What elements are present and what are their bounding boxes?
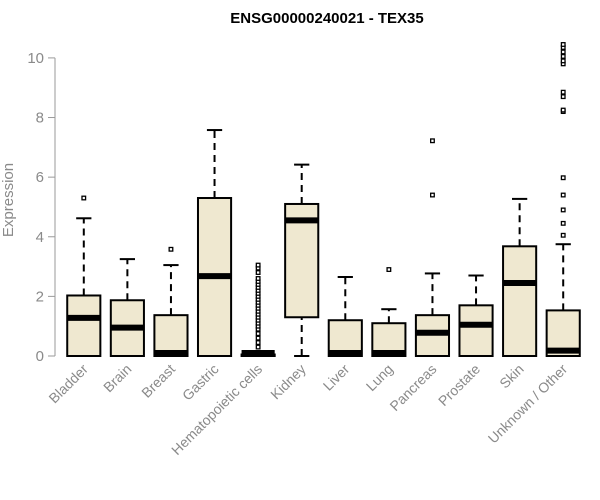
box-bladder bbox=[66, 195, 102, 357]
y-axis: 0 2 4 6 8 10 bbox=[27, 50, 56, 365]
x-tick-label: Prostate bbox=[435, 361, 483, 409]
outlier-point bbox=[560, 49, 566, 55]
x-tick-label: Bladder bbox=[45, 361, 91, 407]
x-tick-label: Gastric bbox=[179, 361, 222, 404]
x-tick-label: Brain bbox=[100, 361, 134, 395]
box-liver bbox=[327, 276, 363, 358]
box-hematopoietic-cells bbox=[240, 262, 276, 357]
outlier-point bbox=[560, 58, 566, 64]
iqr-box bbox=[458, 304, 494, 358]
x-tick-label: Pancreas bbox=[386, 361, 439, 414]
x-tick-label: Breast bbox=[138, 361, 178, 401]
y-tick-label: 2 bbox=[36, 288, 44, 305]
x-tick-label: Liver bbox=[320, 361, 353, 394]
outlier-point bbox=[560, 192, 566, 198]
iqr-box bbox=[502, 245, 538, 357]
outlier-point bbox=[81, 195, 87, 201]
box-skin bbox=[502, 197, 538, 357]
box-breast bbox=[153, 246, 189, 357]
y-tick-label: 6 bbox=[36, 169, 44, 186]
outlier-point bbox=[255, 340, 261, 346]
box-lung bbox=[371, 267, 407, 358]
x-tick-label: Kidney bbox=[267, 361, 309, 403]
y-tick-label: 4 bbox=[36, 229, 44, 246]
box-prostate bbox=[458, 274, 494, 358]
boxes-group bbox=[66, 42, 581, 358]
outlier-point bbox=[430, 192, 435, 198]
outlier-point bbox=[255, 335, 261, 341]
x-tick-label: Unknown / Other bbox=[485, 361, 571, 447]
y-tick-label: 10 bbox=[27, 50, 44, 67]
outlier-point bbox=[560, 207, 566, 213]
box-pancreas bbox=[414, 138, 451, 357]
x-tick-label: Skin bbox=[496, 361, 527, 392]
box-unknown-other bbox=[545, 42, 581, 357]
outlier-point bbox=[560, 107, 566, 113]
outlier-point bbox=[168, 246, 174, 252]
outlier-point bbox=[560, 94, 566, 100]
outlier-point bbox=[255, 270, 261, 275]
y-tick-label: 0 bbox=[36, 348, 44, 365]
chart-title: ENSG00000240021 - TEX35 bbox=[230, 10, 423, 27]
iqr-box bbox=[66, 294, 102, 357]
outlier-point bbox=[255, 344, 261, 350]
outlier-point bbox=[560, 42, 566, 47]
x-tick-label: Lung bbox=[363, 361, 396, 394]
box-brain bbox=[109, 258, 145, 358]
iqr-box bbox=[153, 314, 189, 357]
y-tick-label: 8 bbox=[36, 110, 44, 127]
outlier-point bbox=[560, 220, 566, 226]
outlier-point bbox=[560, 175, 566, 181]
box-kidney bbox=[284, 163, 320, 357]
y-axis-label: Expression bbox=[0, 163, 17, 237]
box-gastric bbox=[196, 129, 233, 357]
outlier-point bbox=[560, 53, 566, 59]
outlier-point bbox=[255, 276, 261, 281]
outlier-point bbox=[255, 331, 261, 337]
outlier-point bbox=[386, 267, 392, 273]
outlier-point bbox=[560, 232, 566, 238]
outlier-point bbox=[430, 138, 435, 144]
outlier-point bbox=[255, 262, 261, 268]
outlier-point bbox=[560, 89, 566, 95]
